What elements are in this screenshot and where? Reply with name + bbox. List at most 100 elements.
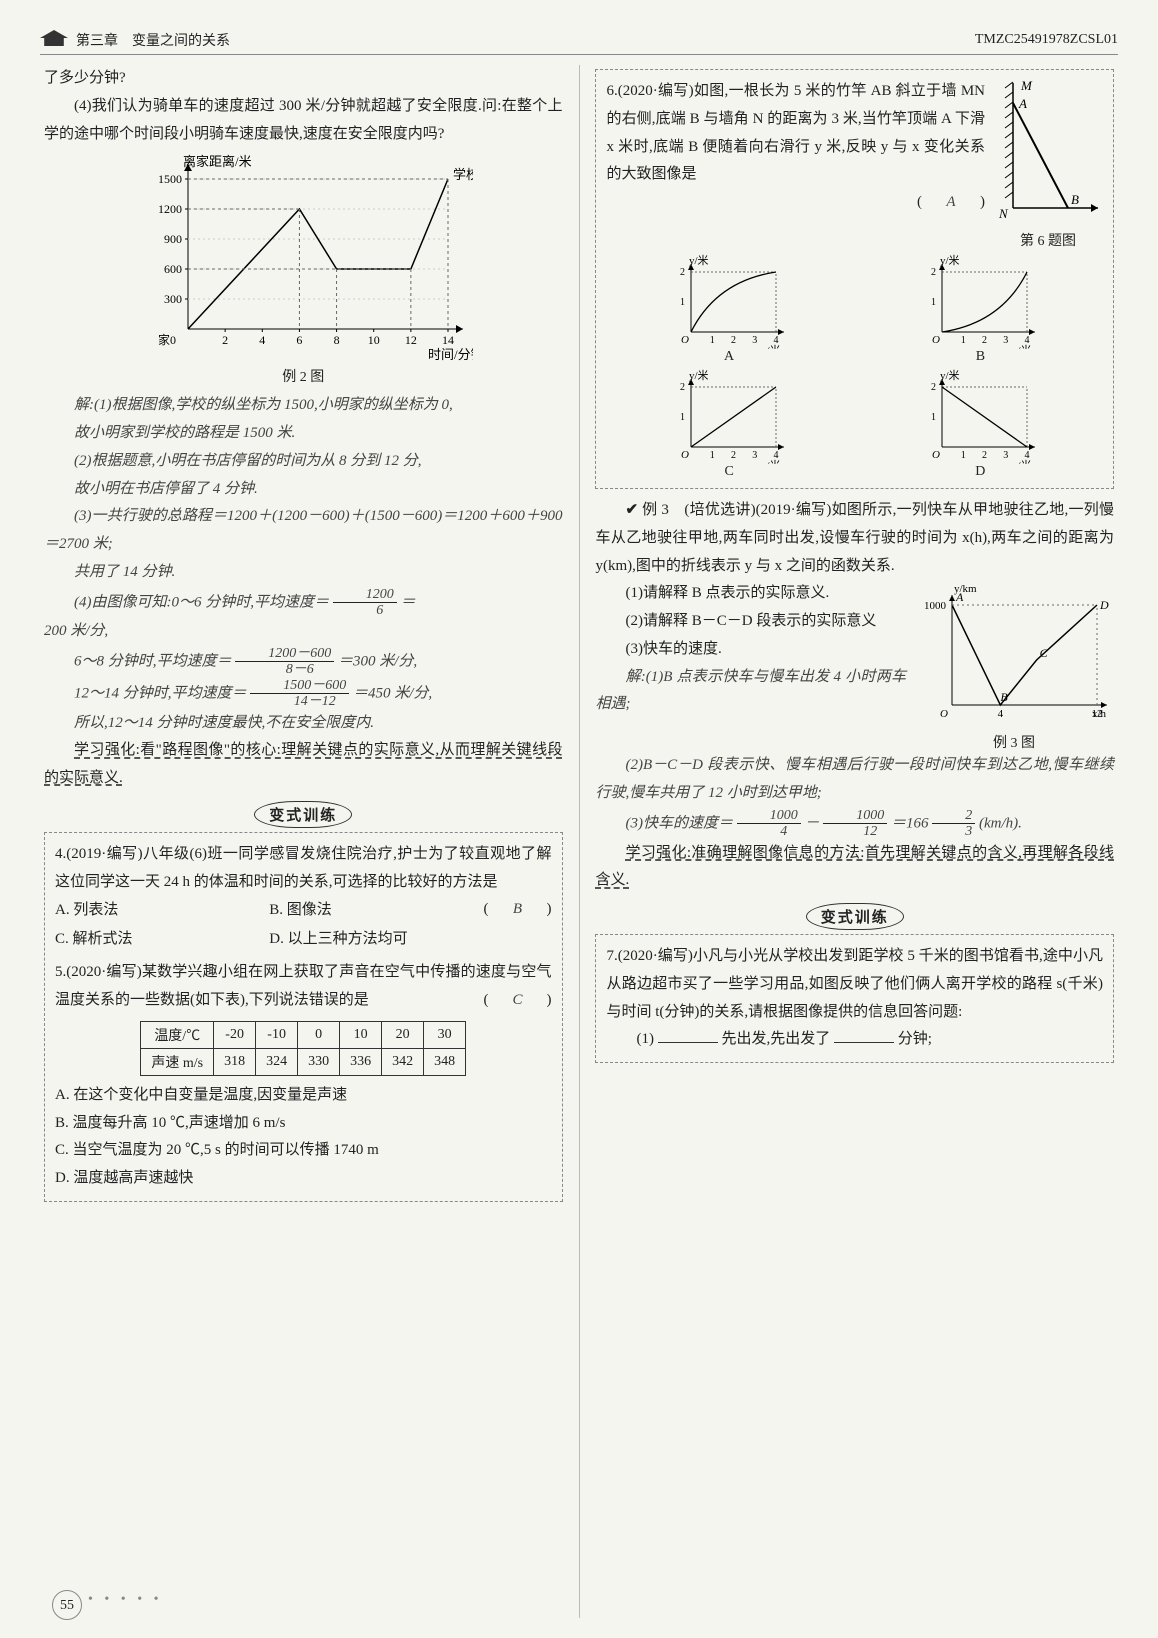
svg-text:离家距离/米: 离家距离/米 bbox=[183, 154, 252, 169]
p4-opt-c: C. 解析式法 bbox=[55, 925, 269, 954]
doc-code: TMZC25491978ZCSL01 bbox=[975, 32, 1118, 48]
p7-blank-1 bbox=[658, 1028, 718, 1043]
ex3-chart: 1000412Oy/kmx/hABCD 例 3 图 bbox=[914, 580, 1114, 752]
svg-text:1: 1 bbox=[710, 450, 715, 461]
svg-text:2: 2 bbox=[731, 450, 736, 461]
svg-text:O: O bbox=[681, 334, 689, 346]
svg-text:D: D bbox=[1099, 598, 1109, 612]
svg-text:4: 4 bbox=[998, 708, 1004, 720]
svg-text:M: M bbox=[1020, 78, 1033, 93]
svg-text:N: N bbox=[998, 206, 1009, 221]
svg-text:家0: 家0 bbox=[158, 332, 176, 347]
svg-text:1: 1 bbox=[710, 335, 715, 346]
banner-right: 变式训练 bbox=[595, 903, 1114, 930]
svg-text:1: 1 bbox=[931, 412, 936, 423]
p4-stem: 4.(2019·编写)八年级(6)班一同学感冒发烧住院治疗,护士为了较直观地了解… bbox=[55, 841, 552, 897]
svg-text:300: 300 bbox=[164, 292, 182, 306]
p4-options: A. 列表法 B. 图像法 C. 解析式法 D. 以上三种方法均可 bbox=[55, 896, 484, 953]
svg-text:8: 8 bbox=[334, 333, 340, 347]
svg-text:x/米: x/米 bbox=[761, 344, 781, 349]
ex3-caption: 例 3 图 bbox=[914, 732, 1114, 752]
ex3-stem: ✔ 例 3 (培优选讲)(2019·编写)如图所示,一列快车从甲地驶往乙地,一列… bbox=[595, 497, 1114, 580]
chapter-title: 第三章 变量之间的关系 bbox=[76, 30, 230, 50]
mini-a-svg: 123412Oy/米x/米 bbox=[669, 254, 789, 349]
svg-text:2: 2 bbox=[222, 333, 228, 347]
q-tail: 了多少分钟? bbox=[44, 65, 563, 93]
ex3-sol3: (3)快车的速度＝ 10004 － 100012 ＝166 23 (km/h). bbox=[595, 808, 1114, 840]
p6-mini-charts: 123412Oy/米x/米A 123412Oy/米x/米B bbox=[606, 254, 1103, 365]
table-row-label: 声速 m/s bbox=[141, 1048, 214, 1075]
strengthen-right: 学习强化:准确理解图像信息的方法:首先理解关键点的含义,再理解各段线含义. bbox=[595, 840, 1114, 896]
svg-text:O: O bbox=[932, 334, 940, 346]
svg-text:2: 2 bbox=[680, 267, 685, 278]
svg-text:600: 600 bbox=[164, 262, 182, 276]
svg-text:2: 2 bbox=[931, 267, 936, 278]
svg-text:y/米: y/米 bbox=[940, 254, 960, 267]
p6-mini-charts-2: 123412Oy/米x/米C 123412Oy/米x/米D bbox=[606, 369, 1103, 480]
sol-line-0: 解:(1)根据图像,学校的纵坐标为 1500,小明家的纵坐标为 0, bbox=[44, 392, 563, 420]
practice-box-left: 4.(2019·编写)八年级(6)班一同学感冒发烧住院治疗,护士为了较直观地了解… bbox=[44, 832, 563, 1202]
sol4-a-text: (4)由图像可知:0～6 分钟时,平均速度＝ bbox=[74, 594, 329, 610]
p7-blank-2 bbox=[834, 1028, 894, 1043]
p5-stem: 5.(2020·编写)某数学兴趣小组在网上获取了声音在空气中传播的速度与空气温度… bbox=[55, 959, 552, 1015]
svg-text:1: 1 bbox=[680, 297, 685, 308]
svg-text:12: 12 bbox=[405, 333, 417, 347]
sol-line-5: 共用了 14 分钟. bbox=[44, 559, 563, 587]
frac-1: 12006 bbox=[333, 587, 397, 619]
chart1-svg: 300600900120015002468101214家0离家距离/米时间/分钟… bbox=[133, 154, 473, 364]
right-column: 6.(2020·编写)如图,一根长为 5 米的竹竿 AB 斜立于墙 MN 的右侧… bbox=[591, 65, 1118, 1618]
p5-table: 温度/℃ -20 -10 0 10 20 30 声速 m/s 318 324 3… bbox=[140, 1021, 466, 1076]
p6-box: 6.(2020·编写)如图,一根长为 5 米的竹竿 AB 斜立于墙 MN 的右侧… bbox=[595, 69, 1114, 489]
page-header: 第三章 变量之间的关系 TMZC25491978ZCSL01 bbox=[40, 30, 1118, 55]
sol-line-4: (3)一共行驶的总路程＝1200＋(1200－600)＋(1500－600)＝1… bbox=[44, 503, 563, 559]
svg-text:y/米: y/米 bbox=[940, 369, 960, 382]
sol-line-2: (2)根据题意,小明在书店停留的时间为从 8 分到 12 分, bbox=[44, 448, 563, 476]
q4-text: (4)我们认为骑单车的速度超过 300 米/分钟就超越了安全限度.问:在整个上学… bbox=[44, 93, 563, 149]
p5-opt-a: A. 在这个变化中自变量是温度,因变量是声速 bbox=[55, 1082, 552, 1110]
p4-opt-b: B. 图像法 bbox=[269, 896, 483, 925]
mini-d-svg: 123412Oy/米x/米 bbox=[920, 369, 1040, 464]
svg-text:4: 4 bbox=[260, 333, 266, 347]
p7-box: 7.(2020·编写)小凡与小光从学校出发到距学校 5 千米的图书馆看书,途中小… bbox=[595, 934, 1114, 1063]
left-column: 了多少分钟? (4)我们认为骑单车的速度超过 300 米/分钟就超越了安全限度.… bbox=[40, 65, 567, 1618]
svg-text:1200: 1200 bbox=[158, 202, 182, 216]
p7-q1: (1) 先出发,先出发了 分钟; bbox=[606, 1026, 1103, 1054]
p7-stem: 7.(2020·编写)小凡与小光从学校出发到距学校 5 千米的图书馆看书,途中小… bbox=[606, 943, 1103, 1026]
frac-3: 1500－60014－12 bbox=[250, 678, 349, 710]
svg-text:6: 6 bbox=[297, 333, 303, 347]
ex3-q3: (3)快车的速度. bbox=[595, 636, 906, 664]
p4-opt-d: D. 以上三种方法均可 bbox=[269, 925, 483, 954]
page-number: 55 bbox=[52, 1590, 82, 1620]
svg-text:3: 3 bbox=[1004, 335, 1009, 346]
svg-text:B: B bbox=[1071, 192, 1079, 207]
p4-opt-a: A. 列表法 bbox=[55, 896, 269, 925]
svg-text:3: 3 bbox=[1004, 450, 1009, 461]
p4-answer: B bbox=[504, 896, 532, 924]
mini-b-svg: 123412Oy/米x/米 bbox=[920, 254, 1040, 349]
sol-line-3: 故小明在书店停留了 4 分钟. bbox=[44, 476, 563, 504]
p5-answer: C bbox=[504, 987, 532, 1015]
p5-opt-b: B. 温度每升高 10 ℃,声速增加 6 m/s bbox=[55, 1110, 552, 1138]
svg-text:B: B bbox=[1000, 690, 1008, 704]
sol4-a-val: 200 米/分, bbox=[44, 618, 563, 646]
svg-text:1: 1 bbox=[961, 335, 966, 346]
svg-text:3: 3 bbox=[752, 450, 757, 461]
p6-caption: 第 6 题图 bbox=[993, 230, 1103, 250]
svg-text:C: C bbox=[1040, 646, 1049, 660]
svg-text:2: 2 bbox=[931, 382, 936, 393]
svg-text:1: 1 bbox=[680, 412, 685, 423]
table-row-label: 温度/℃ bbox=[141, 1021, 214, 1048]
p5-opt-c: C. 当空气温度为 20 ℃,5 s 的时间可以传播 1740 m bbox=[55, 1137, 552, 1165]
example2-chart: 300600900120015002468101214家0离家距离/米时间/分钟… bbox=[44, 154, 563, 386]
strengthen-left: 学习强化:看"路程图像"的核心:理解关键点的实际意义,从而理解关键线段的实际意义… bbox=[44, 737, 563, 793]
svg-text:1: 1 bbox=[961, 450, 966, 461]
sol4-b: 6～8 分钟时,平均速度＝ 1200－6008－6 ＝300 米/分, bbox=[44, 646, 563, 678]
sol4-c: 12～14 分钟时,平均速度＝ 1500－60014－12 ＝450 米/分, bbox=[44, 678, 563, 710]
ex3-chart-svg: 1000412Oy/kmx/hABCD bbox=[914, 580, 1114, 730]
svg-text:10: 10 bbox=[368, 333, 380, 347]
sol-line-1: 故小明家到学校的路程是 1500 米. bbox=[44, 420, 563, 448]
svg-text:x/米: x/米 bbox=[1012, 459, 1032, 464]
svg-text:900: 900 bbox=[164, 232, 182, 246]
svg-text:1: 1 bbox=[931, 297, 936, 308]
svg-text:O: O bbox=[932, 449, 940, 461]
